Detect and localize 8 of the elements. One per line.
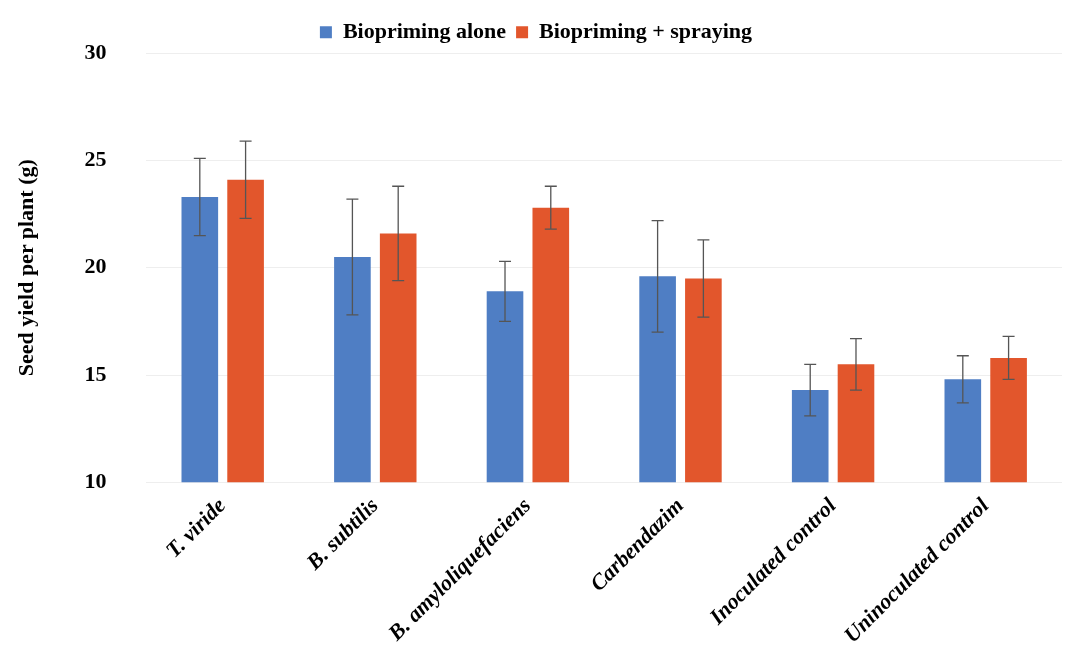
y-tick-label: 15 — [84, 360, 107, 386]
y-tick-label: 20 — [84, 253, 107, 279]
legend-label: Biopriming alone — [342, 17, 507, 43]
y-tick-label: 10 — [84, 468, 107, 494]
y-tick-label: 25 — [84, 146, 107, 172]
y-tick-label: 30 — [84, 38, 107, 64]
legend-label: Biopriming + spraying — [539, 17, 753, 43]
y-axis-title: Seed yield per plant (g) — [12, 159, 38, 377]
